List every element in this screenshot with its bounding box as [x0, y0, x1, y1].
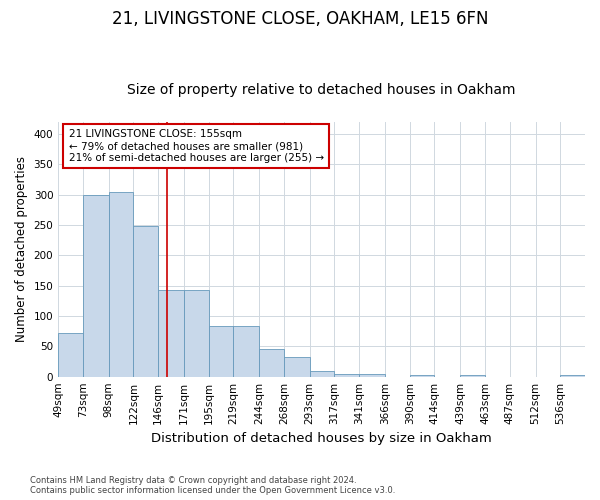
Bar	[184, 290, 209, 376]
Bar	[359, 374, 385, 376]
Bar	[410, 375, 434, 376]
Text: Contains HM Land Registry data © Crown copyright and database right 2024.
Contai: Contains HM Land Registry data © Crown c…	[30, 476, 395, 495]
Bar	[233, 326, 259, 376]
Y-axis label: Number of detached properties: Number of detached properties	[15, 156, 28, 342]
Bar	[109, 192, 133, 376]
Text: 21, LIVINGSTONE CLOSE, OAKHAM, LE15 6FN: 21, LIVINGSTONE CLOSE, OAKHAM, LE15 6FN	[112, 10, 488, 28]
Bar	[133, 226, 158, 376]
Bar	[209, 326, 233, 376]
Bar	[83, 195, 109, 376]
Bar	[284, 358, 310, 376]
Bar	[560, 375, 585, 376]
Text: 21 LIVINGSTONE CLOSE: 155sqm
← 79% of detached houses are smaller (981)
21% of s: 21 LIVINGSTONE CLOSE: 155sqm ← 79% of de…	[69, 130, 324, 162]
Bar	[58, 333, 83, 376]
Bar	[158, 290, 184, 376]
X-axis label: Distribution of detached houses by size in Oakham: Distribution of detached houses by size …	[151, 432, 492, 445]
Bar	[259, 350, 284, 376]
Bar	[310, 371, 334, 376]
Bar	[460, 375, 485, 376]
Title: Size of property relative to detached houses in Oakham: Size of property relative to detached ho…	[127, 83, 516, 97]
Bar	[334, 374, 359, 376]
